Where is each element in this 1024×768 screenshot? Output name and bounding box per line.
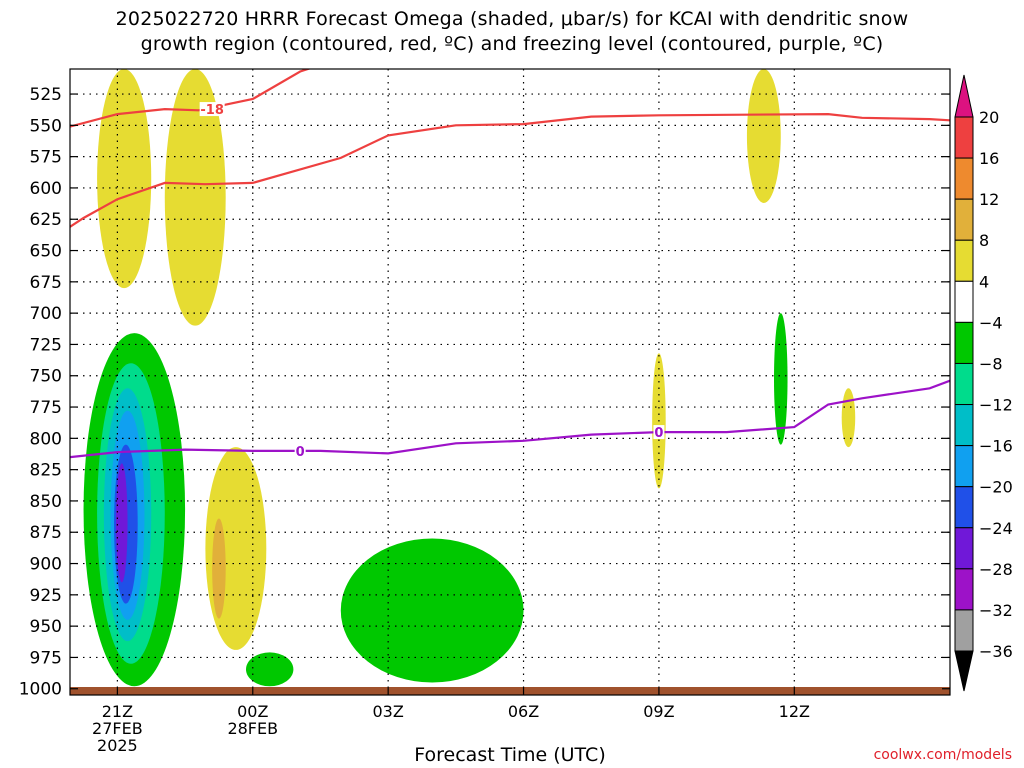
colorbar-label: 12 xyxy=(979,190,999,209)
x-tick-label: 28FEB xyxy=(227,719,278,738)
chart-title-line-1: 2025022720 HRRR Forecast Omega (shaded, … xyxy=(115,8,909,30)
contour-label: -18 xyxy=(200,103,224,118)
y-tick-label: 725 xyxy=(30,335,62,355)
x-tick-label: 12Z xyxy=(779,702,810,721)
y-tick-label: 525 xyxy=(30,85,62,105)
colorbar-swatch xyxy=(954,568,974,611)
y-tick-label: 625 xyxy=(30,210,62,230)
plot-frame xyxy=(69,68,951,696)
contour-line-1 xyxy=(70,112,950,228)
x-tick-label: 09Z xyxy=(643,702,674,721)
colorbar-label: −32 xyxy=(979,601,1013,620)
y-tick-label: 775 xyxy=(30,398,62,418)
colorbar-label: −4 xyxy=(979,313,1003,332)
y-tick-label: 700 xyxy=(30,304,62,324)
omega-region-2 xyxy=(746,69,781,203)
y-tick-label: 825 xyxy=(30,461,62,481)
grid-lines xyxy=(70,69,950,695)
colorbar-swatch xyxy=(954,280,974,323)
x-tick-label: 27FEB xyxy=(92,719,143,738)
colorbar-swatch xyxy=(954,404,974,447)
contour-line-0 xyxy=(70,69,312,128)
colorbar-swatch xyxy=(954,116,974,159)
colorbar-label: −28 xyxy=(979,560,1013,579)
omega-region-1 xyxy=(164,69,226,326)
omega-shading xyxy=(83,69,856,687)
contour-labels: -18 0 0 xyxy=(199,102,665,460)
contour-label-bg xyxy=(653,425,665,440)
credit-text: coolwx.com/models xyxy=(873,747,1012,763)
y-tick-label: 925 xyxy=(30,586,62,606)
contour-label: 0 xyxy=(654,426,663,441)
y-tick-label: 650 xyxy=(30,242,62,262)
contour-label-bg xyxy=(294,443,306,458)
y-tick-label: 975 xyxy=(30,648,62,668)
colorbar-swatch xyxy=(954,321,974,364)
y-tick-label: 950 xyxy=(30,617,62,637)
colorbar-label: −36 xyxy=(979,642,1013,661)
x-tick-label: 2025 xyxy=(97,736,138,755)
colorbar-label: −8 xyxy=(979,354,1003,373)
colorbar-swatch xyxy=(954,362,974,406)
colorbar-swatch xyxy=(954,445,974,488)
y-tick-label: 800 xyxy=(30,429,62,449)
colorbar-label: 20 xyxy=(979,108,999,127)
y-tick-label: 875 xyxy=(30,523,62,543)
y-tick-label: 575 xyxy=(30,148,62,168)
colorbar-label: −20 xyxy=(979,478,1013,497)
x-tick-label: 03Z xyxy=(372,702,403,721)
x-tick-label: 21Z xyxy=(102,702,133,721)
colorbar-swatch xyxy=(954,239,974,282)
y-tick-label: 675 xyxy=(30,273,62,293)
x-tick-label: 06Z xyxy=(508,702,539,721)
omega-region-9 xyxy=(246,652,294,687)
omega-region-8 xyxy=(774,313,788,445)
y-tick-label: 600 xyxy=(30,179,62,199)
contour-label-bg xyxy=(199,102,225,117)
colorbar-label: 4 xyxy=(979,272,989,291)
colorbar-label: −24 xyxy=(979,519,1013,538)
y-tick-label: 850 xyxy=(30,492,62,512)
colorbar-label: 16 xyxy=(979,149,999,168)
y-tick-label: 1000 xyxy=(19,680,62,700)
colorbar-swatch xyxy=(954,486,974,529)
colorbar-label: −16 xyxy=(979,437,1013,456)
y-tick-label: 750 xyxy=(30,367,62,387)
y-axis: 525 550 575 600 625 650 675 700 725 750 775 800 825 8… xyxy=(19,85,950,700)
x-axis-label: Forecast Time (UTC) xyxy=(414,744,606,766)
colorbar-label: −12 xyxy=(979,396,1013,415)
contour-lines xyxy=(70,69,950,459)
omega-region-6 xyxy=(841,388,856,448)
omega-region-0 xyxy=(97,69,152,289)
colorbar-label: 8 xyxy=(979,231,989,250)
omega-region-4 xyxy=(212,518,226,619)
x-tick-label: 00Z xyxy=(237,702,268,721)
colorbar-swatch xyxy=(954,527,974,570)
y-tick-label: 550 xyxy=(30,116,62,136)
colorbar: 20 16 12 8 4 −4 −8 −12 −16 −20 −24 −28 −32 −36 xyxy=(954,74,1013,692)
colorbar-bottom-arrow xyxy=(954,650,974,692)
omega-region-15 xyxy=(116,463,128,583)
colorbar-swatch xyxy=(954,157,974,200)
colorbar-swatch xyxy=(954,198,974,241)
colorbar-top-arrow xyxy=(954,74,974,118)
ground-strip xyxy=(70,687,950,695)
chart-title-line-2: growth region (contoured, red, ºC) and f… xyxy=(140,33,884,55)
contour-label: 0 xyxy=(296,445,305,460)
omega-region-10 xyxy=(340,538,524,683)
colorbar-swatch xyxy=(954,609,974,652)
y-tick-label: 900 xyxy=(30,555,62,575)
contour-line-2 xyxy=(70,379,950,459)
